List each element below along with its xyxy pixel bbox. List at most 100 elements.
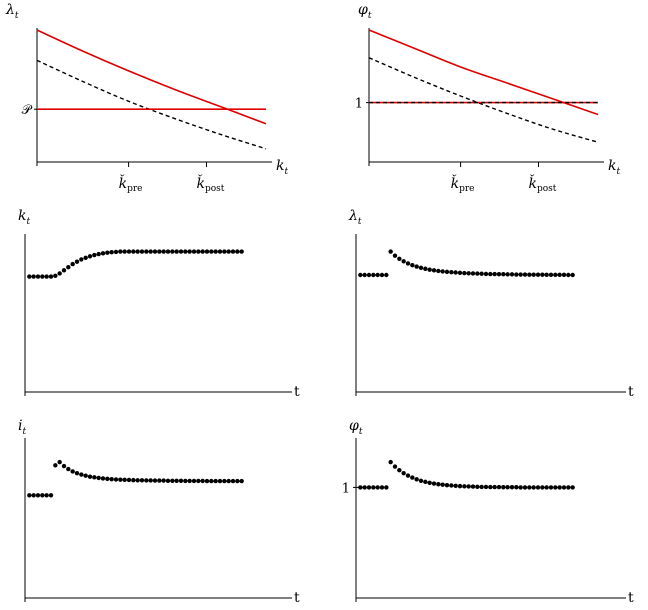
- data-point: [527, 485, 532, 490]
- data-point: [209, 478, 214, 484]
- data-point: [222, 478, 227, 484]
- data-point: [135, 249, 140, 254]
- data-point: [35, 493, 41, 498]
- data-point: [397, 467, 402, 473]
- data-point: [375, 272, 380, 278]
- data-point: [165, 249, 171, 254]
- data-point: [70, 469, 75, 474]
- data-point: [470, 271, 476, 276]
- x-tick-label-main: ǩ: [119, 173, 127, 192]
- data-point: [83, 473, 88, 478]
- data-point: [31, 493, 36, 498]
- data-point: [209, 249, 214, 254]
- data-point: [170, 478, 175, 483]
- data-point: [235, 478, 240, 484]
- y-tick-label: 𝒫: [22, 103, 33, 118]
- data-point: [161, 478, 166, 483]
- data-point: [61, 463, 67, 469]
- data-point: [157, 478, 162, 483]
- data-point: [371, 272, 376, 278]
- data-point: [217, 478, 223, 484]
- data-point: [226, 478, 231, 484]
- data-point: [126, 477, 132, 483]
- data-point: [235, 249, 240, 254]
- data-point: [100, 251, 106, 256]
- data-point: [488, 484, 493, 490]
- data-point: [113, 249, 119, 255]
- data-point: [483, 484, 489, 490]
- data-point: [531, 272, 536, 277]
- data-point: [109, 476, 114, 482]
- x-axis-label-main: t: [294, 384, 300, 400]
- data-point: [222, 249, 227, 254]
- y-axis-label-sub: t: [26, 217, 30, 227]
- data-point: [230, 478, 236, 484]
- data-point: [475, 484, 480, 489]
- x-axis-label: t: [628, 384, 634, 400]
- data-point: [366, 485, 372, 490]
- y-axis-label-sub: t: [358, 217, 362, 227]
- data-point: [436, 482, 441, 487]
- data-point: [553, 485, 558, 490]
- data-point: [48, 493, 54, 498]
- data-point: [35, 274, 41, 279]
- data-point: [187, 478, 192, 484]
- data-point: [566, 485, 571, 490]
- data-point: [152, 249, 158, 254]
- data-point: [31, 274, 36, 279]
- data-point: [548, 272, 554, 278]
- data-point: [505, 272, 510, 277]
- data-point: [544, 485, 549, 490]
- y-axis-label-main: φ: [358, 2, 368, 18]
- data-point: [44, 493, 49, 498]
- y-axis-label: it: [18, 418, 26, 437]
- data-point: [449, 269, 454, 275]
- data-point: [518, 485, 523, 490]
- data-point: [453, 483, 458, 489]
- y-axis-label: λt: [5, 2, 19, 21]
- data-point: [470, 484, 476, 489]
- data-point: [483, 271, 489, 277]
- data-point: [74, 470, 80, 476]
- data-point: [131, 477, 136, 483]
- data-point: [57, 271, 62, 276]
- data-point: [566, 272, 571, 278]
- data-point: [462, 484, 467, 489]
- chart-panel-p4: λtt: [348, 208, 634, 400]
- data-point: [96, 475, 101, 481]
- data-point: [135, 478, 140, 483]
- x-axis-label-main: k: [276, 158, 284, 174]
- y-axis-label: φt: [358, 2, 372, 21]
- data-point: [401, 259, 406, 264]
- data-point: [418, 265, 424, 271]
- data-point: [53, 463, 58, 468]
- data-point: [457, 270, 463, 276]
- data-point: [379, 272, 385, 278]
- data-point: [118, 249, 123, 254]
- data-point: [501, 272, 506, 277]
- data-point: [405, 473, 411, 478]
- data-point: [423, 266, 428, 271]
- data-point: [436, 268, 441, 274]
- data-point: [388, 249, 393, 254]
- data-point: [27, 493, 32, 498]
- x-axis-label: kt: [276, 158, 288, 177]
- red-curve-series: [36, 29, 267, 125]
- data-point: [148, 249, 153, 254]
- dashed-curve-series: [368, 57, 599, 143]
- x-axis-label: t: [294, 590, 300, 606]
- x-axis-label-main: t: [628, 384, 634, 400]
- x-axis-label-main: k: [608, 158, 616, 174]
- data-point: [479, 484, 484, 490]
- data-point: [492, 271, 497, 277]
- data-point: [375, 485, 380, 490]
- data-point: [514, 272, 519, 277]
- data-point: [92, 252, 97, 258]
- data-point: [362, 272, 367, 278]
- data-point: [444, 482, 450, 488]
- data-point: [358, 485, 363, 490]
- data-point: [27, 274, 32, 279]
- data-point: [431, 481, 437, 486]
- data-point: [440, 482, 445, 487]
- data-point: [239, 249, 244, 254]
